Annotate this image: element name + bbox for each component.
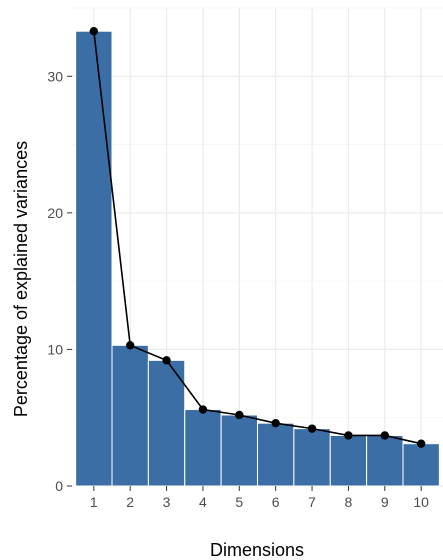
bar-5: [220, 414, 258, 487]
point-6: [271, 418, 280, 428]
point-10: [416, 439, 426, 448]
point-8: [344, 431, 353, 440]
y-tick-label: 0: [55, 478, 63, 494]
bar-7: [293, 428, 331, 487]
x-axis-title: Dimensions: [210, 540, 304, 560]
bar-4: [184, 409, 222, 487]
bar-2: [111, 344, 149, 487]
bar-1: [75, 30, 113, 487]
bar-10: [402, 443, 440, 487]
bar-9: [366, 434, 404, 487]
y-tick-label: 30: [47, 68, 63, 84]
x-tick-label: 6: [272, 494, 280, 510]
x-tick-label: 10: [413, 494, 429, 510]
x-tick-label: 2: [126, 494, 134, 510]
y-tick-label: 20: [47, 205, 63, 221]
x-tick-label: 5: [235, 494, 243, 510]
axes-layer: 0 10 20 30 1 2 3 4 5 6 7 8 9 10: [47, 68, 429, 510]
line-layer: [93, 31, 422, 445]
point-5: [235, 410, 244, 420]
y-axis-title: Percentage of explained variances: [11, 141, 31, 417]
bar-6: [257, 422, 295, 487]
series-line: [93, 31, 422, 445]
x-tick-label: 3: [163, 494, 171, 510]
x-tick-label: 7: [308, 494, 316, 510]
point-2: [125, 341, 135, 350]
point-1: [89, 27, 99, 36]
bar-8: [329, 434, 368, 487]
point-4: [198, 405, 208, 414]
bars-layer: [75, 30, 440, 487]
x-tick-label: 4: [199, 494, 207, 510]
point-7: [307, 424, 317, 433]
x-tick-label: 1: [90, 494, 98, 510]
x-tick-label: 8: [345, 494, 353, 510]
x-tick-label: 9: [381, 494, 389, 510]
bar-3: [147, 359, 186, 487]
point-9: [380, 431, 390, 440]
points-layer: [89, 27, 426, 448]
y-tick-label: 10: [47, 341, 63, 357]
point-3: [162, 356, 171, 365]
